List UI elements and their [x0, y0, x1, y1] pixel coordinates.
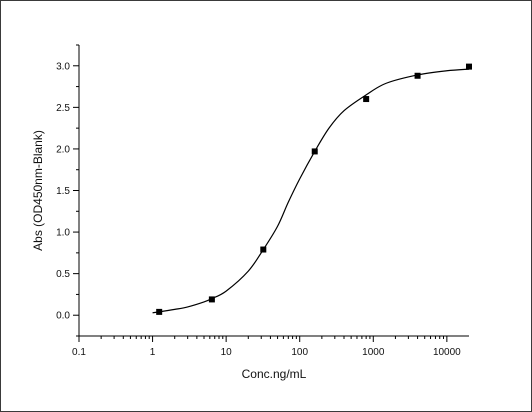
y-tick-label: 3.0: [56, 61, 70, 72]
y-tick-label: 2.0: [56, 144, 70, 155]
y-axis-title: Abs (OD450nm-Blank): [31, 130, 45, 251]
y-tick-label: 1.5: [56, 186, 70, 197]
x-tick-label: 100: [291, 347, 308, 358]
y-tick-label: 0.5: [56, 269, 70, 280]
data-point: [311, 148, 318, 155]
x-tick-label: 1: [150, 347, 156, 358]
y-tick-label: 0.0: [56, 311, 70, 322]
data-point: [414, 72, 421, 79]
x-axis-title: Conc.ng/mL: [242, 367, 307, 381]
x-tick-label: 1000: [362, 347, 385, 358]
x-tick-label: 0.1: [72, 347, 86, 358]
data-point: [208, 296, 215, 303]
y-ticks: 0.0 0.5 1.0 1.5 2.0 2.5 3.0: [56, 44, 79, 337]
data-point: [260, 246, 267, 253]
data-point: [363, 96, 370, 103]
x-tick-label: 10: [221, 347, 233, 358]
y-tick-label: 2.5: [56, 103, 70, 114]
data-point: [156, 308, 163, 315]
x-tick-label: 10000: [433, 347, 461, 358]
x-ticks: 0.1 1 10 100 1000 10000: [72, 336, 461, 358]
y-tick-label: 1.0: [56, 228, 70, 239]
data-point: [466, 63, 472, 70]
axes: [78, 45, 469, 337]
data-points: [156, 63, 472, 315]
fit-curve: [152, 68, 470, 314]
